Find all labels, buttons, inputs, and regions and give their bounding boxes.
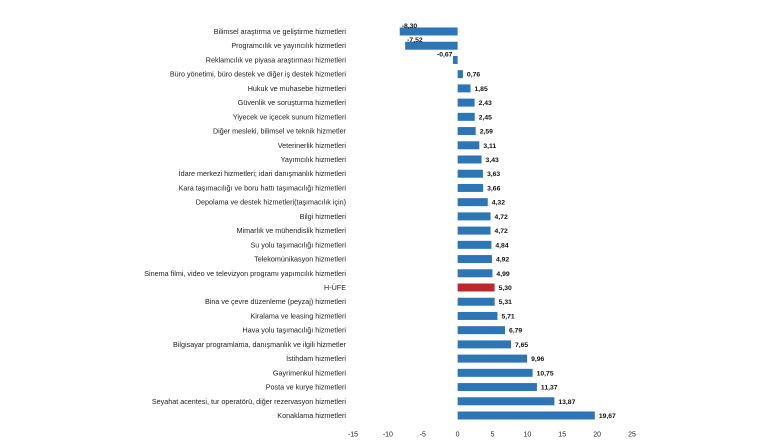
category-label: Hukuk ve muhasebe hizmetleri	[248, 84, 347, 93]
value-label: 10,75	[537, 370, 554, 377]
category-label: Sinema filmi, video ve televizyon progra…	[144, 269, 346, 278]
value-labels-group: -8,30 -7,52 -0,67 0,76 1,85 2,43 2,45 2,59 3,11 3…	[402, 23, 616, 420]
x-tick-label: 0	[456, 432, 460, 439]
category-label: Mimarlık ve mühendislik hizmetleri	[237, 226, 347, 235]
x-tick-label: -10	[383, 432, 393, 439]
bar	[457, 255, 492, 264]
value-label: 4,99	[496, 271, 509, 278]
bar	[457, 127, 476, 136]
category-label: Hava yolu taşımacılığı hizmetleri	[243, 326, 347, 335]
value-label: 3,63	[487, 171, 500, 178]
category-label: Veterinerlik hizmetleri	[278, 141, 347, 150]
category-labels-group: Bilimsel araştırma ve geliştirme hizmetl…	[144, 27, 346, 420]
category-label: İstihdam hizmetleri	[286, 354, 346, 363]
value-label: 1,85	[475, 86, 488, 93]
value-label: 11,37	[541, 385, 558, 392]
category-label: Yayımcılık hizmetleri	[281, 155, 347, 164]
value-label: -0,67	[437, 51, 453, 58]
value-label: 4,32	[492, 200, 505, 207]
value-label: 4,92	[496, 257, 509, 264]
category-label: Reklamcılık ve piyasa araştırması hizmet…	[206, 55, 347, 64]
value-label: 3,11	[483, 143, 496, 150]
bar	[457, 397, 555, 406]
bar	[457, 383, 537, 392]
x-axis: -15 -10 -5 0 5 10 15 20 25	[348, 432, 636, 439]
value-label: 6,79	[509, 328, 522, 335]
value-label: 9,96	[531, 356, 544, 363]
bar	[457, 411, 595, 420]
bar	[457, 141, 480, 150]
bar	[457, 326, 505, 335]
x-tick-label: 25	[628, 432, 636, 439]
category-label: Yiyecek ve içecek sunum hizmetleri	[233, 112, 347, 121]
value-label: 5,30	[499, 285, 512, 292]
value-label: 7,65	[515, 342, 528, 349]
category-label: Kiralama ve leasing hizmetleri	[251, 311, 347, 320]
value-label: 13,87	[558, 399, 575, 406]
category-label: Programcılık ve yayıncılık hizmetleri	[231, 41, 346, 50]
value-label: 3,66	[487, 185, 500, 192]
category-label: Güvenlik ve soruşturma hizmetleri	[238, 98, 347, 107]
x-tick-label: -5	[420, 432, 426, 439]
category-label: Depolama ve destek hizmetleri(taşımacılı…	[196, 198, 346, 207]
value-label: 5,71	[501, 313, 514, 320]
category-label: Bilgi hizmetleri	[300, 212, 347, 221]
category-label: Bilgisayar programlama, danışmanlık ve i…	[173, 340, 347, 349]
category-label: İdare merkezi hizmetleri; idari danışman…	[179, 169, 347, 178]
value-label: 2,59	[480, 129, 493, 136]
value-label: 19,67	[599, 413, 616, 420]
x-tick-label: 15	[558, 432, 566, 439]
category-label: Diğer mesleki, bilimsel ve teknik hizmet…	[213, 127, 347, 136]
bar	[457, 340, 511, 349]
bar	[457, 283, 495, 292]
category-label: Bina ve çevre düzenleme (peyzaj) hizmetl…	[205, 297, 346, 306]
bar	[399, 27, 458, 36]
x-tick-label: -15	[348, 432, 358, 439]
category-label: Kara taşımacılığı ve boru hattı taşımacı…	[179, 183, 347, 192]
category-label: H-ÜFE	[324, 283, 346, 292]
bar	[457, 311, 498, 320]
value-label: 4,72	[495, 214, 508, 221]
bar	[457, 226, 491, 235]
x-tick-label: 5	[491, 432, 495, 439]
value-label: 4,72	[495, 228, 508, 235]
category-label: Telekomünikasyon hizmetleri	[254, 255, 346, 264]
bar	[457, 98, 475, 107]
bar	[457, 212, 491, 221]
bar	[405, 41, 458, 50]
value-label: 2,45	[479, 114, 492, 121]
bar	[457, 368, 533, 377]
category-label: Konaklama hizmetleri	[277, 411, 346, 420]
value-label: 4,84	[495, 242, 508, 249]
value-label: 2,43	[479, 100, 492, 107]
bar	[457, 198, 488, 207]
bar	[457, 84, 471, 93]
value-label: 5,31	[499, 299, 512, 306]
category-label: Bilimsel araştırma ve geliştirme hizmetl…	[214, 27, 347, 36]
bar	[457, 155, 482, 164]
value-label: 3,43	[486, 157, 499, 164]
category-label: Su yolu taşımacılığı hizmetleri	[251, 240, 347, 249]
bar	[457, 354, 528, 363]
value-label: 0,76	[467, 72, 480, 79]
bar	[457, 112, 475, 121]
bar	[457, 169, 483, 178]
x-tick-label: 10	[523, 432, 531, 439]
category-label: Gayrimenkul hizmetleri	[273, 368, 346, 377]
category-label: Seyahat acentesi, tur operatörü, diğer r…	[152, 397, 347, 406]
bar	[457, 183, 484, 192]
bar	[457, 240, 492, 249]
bar	[457, 70, 463, 79]
x-tick-label: 20	[593, 432, 601, 439]
bar	[457, 269, 493, 278]
bars-group	[399, 27, 595, 420]
bar	[457, 297, 495, 306]
bar	[452, 55, 458, 64]
value-label: -8,30	[402, 23, 418, 30]
value-label: -7,52	[407, 37, 423, 44]
category-label: Posta ve kurye hizmetleri	[266, 383, 347, 392]
category-label: Büro yönetimi, büro destek ve diğer iş d…	[170, 70, 347, 79]
